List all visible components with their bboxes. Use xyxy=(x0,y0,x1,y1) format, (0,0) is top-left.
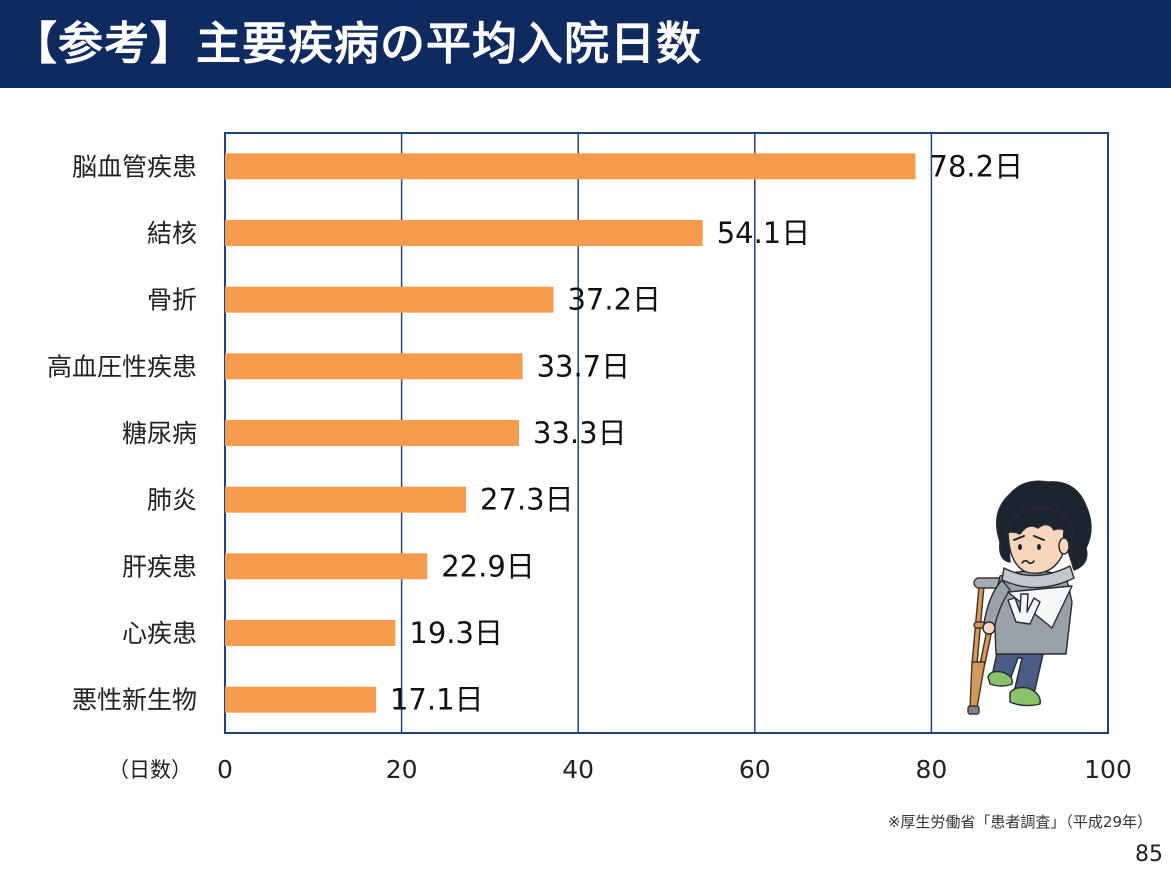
eyebrow-right xyxy=(1033,535,1045,541)
category-label: 結核 xyxy=(147,219,197,248)
x-tick-label: 40 xyxy=(562,755,594,784)
shoe-left xyxy=(987,670,1013,687)
data-label: 19.3日 xyxy=(409,616,503,650)
bandaged-hand xyxy=(1007,593,1041,625)
data-label: 27.3日 xyxy=(480,483,574,517)
category-label: 肺炎 xyxy=(147,486,197,515)
bar xyxy=(225,353,523,380)
shoe-right xyxy=(1009,686,1041,707)
x-tick-label: 80 xyxy=(915,755,947,784)
data-label: 37.2日 xyxy=(567,283,661,317)
source-note: ※厚生労働省「患者調査」（平成29年） xyxy=(887,813,1152,831)
category-label: 心疾患 xyxy=(122,619,197,648)
eye-left xyxy=(1018,544,1022,550)
eyebrow-left xyxy=(1013,535,1025,541)
injured-man-with-crutch-icon xyxy=(967,480,1092,715)
x-tick-label: 0 xyxy=(217,755,233,784)
bar xyxy=(225,486,467,513)
bar xyxy=(225,220,703,246)
x-axis-ticks: 0 20 40 60 80 100 xyxy=(217,755,1132,784)
category-label: 悪性新生物 xyxy=(72,686,197,715)
eye-right xyxy=(1037,544,1041,550)
bar xyxy=(225,686,376,713)
data-labels: 78.2日 54.1日 37.2日 33.7日 33.3日 27.3日 22.9日 19.3日… xyxy=(390,149,1023,716)
x-tick-label: 60 xyxy=(739,755,771,784)
bar xyxy=(225,153,916,180)
header-bar: 【参考】主要疾病の平均入院日数 xyxy=(0,0,1171,88)
category-label: 肝疾患 xyxy=(122,552,197,581)
data-label: 78.2日 xyxy=(930,149,1024,183)
hand xyxy=(982,621,996,635)
crutch-shaft xyxy=(969,661,986,709)
mouth xyxy=(1021,559,1035,565)
x-axis-label: （日数） xyxy=(108,758,192,782)
page-number: 85 xyxy=(1135,842,1163,867)
data-label: 22.9日 xyxy=(441,549,535,583)
crutch-tip xyxy=(967,705,980,715)
bar xyxy=(225,620,396,646)
bars xyxy=(225,153,916,713)
bar xyxy=(225,286,554,313)
man-figure xyxy=(982,480,1092,707)
page-title: 【参考】主要疾病の平均入院日数 xyxy=(12,17,703,70)
bar xyxy=(225,553,428,580)
data-label: 54.1日 xyxy=(717,216,811,250)
data-label: 17.1日 xyxy=(390,683,484,717)
category-label: 脳血管疾患 xyxy=(72,152,197,181)
data-label: 33.3日 xyxy=(533,416,627,450)
worried-face-features xyxy=(1013,535,1045,565)
hood-collar xyxy=(1001,565,1075,589)
x-tick-label: 100 xyxy=(1084,755,1132,784)
bar xyxy=(225,420,520,446)
category-label: 高血圧性疾患 xyxy=(47,352,197,381)
ear xyxy=(1058,537,1070,555)
category-label: 糖尿病 xyxy=(122,419,197,448)
data-label: 33.7日 xyxy=(537,349,631,383)
category-label: 骨折 xyxy=(147,286,197,315)
hair-bangs xyxy=(1003,507,1075,537)
x-tick-label: 20 xyxy=(386,755,418,784)
